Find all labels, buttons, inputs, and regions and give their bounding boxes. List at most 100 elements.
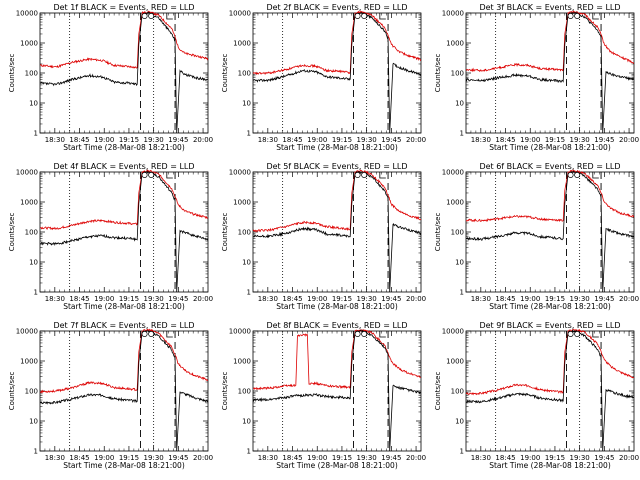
panel-6: Det 6f BLACK = Events, RED = LLD 1 10 100 10… (434, 162, 639, 311)
x-tick-label: 20:00 (193, 454, 213, 462)
x-tick-label: 20:00 (406, 454, 426, 462)
y-axis-label: Counts/sec (221, 213, 229, 252)
x-tick-label: 19:00 (307, 295, 327, 303)
x-tick-label: 20:00 (193, 295, 213, 303)
y-tick-label: 1000 (233, 40, 251, 48)
lld-series-line (466, 328, 634, 396)
x-tick-label: 18:45 (495, 295, 515, 303)
events-series-line (466, 11, 634, 133)
lld-series-line (40, 328, 208, 394)
panel-title: Det 3f BLACK = Events, RED = LLD (479, 3, 620, 12)
y-tick-label: 1 (247, 448, 251, 456)
y-tick-label: 1000 (446, 199, 464, 207)
x-tick-label: 19:45 (168, 295, 188, 303)
panel-4: Det 4f BLACK = Events, RED = LLD 1 10 100 10… (8, 162, 213, 311)
y-tick-label: 100 (238, 229, 251, 237)
x-axis-label: Start Time (28-Mar-08 18:21:00) (276, 143, 398, 152)
y-tick-label: 100 (238, 70, 251, 78)
x-tick-label: 19:45 (381, 454, 401, 462)
y-axis-label: Counts/sec (8, 213, 16, 252)
y-tick-label: 1000 (233, 358, 251, 366)
y-tick-label: 1 (247, 130, 251, 138)
y-tick-label: 1000 (446, 40, 464, 48)
x-axis-label: Start Time (28-Mar-08 18:21:00) (63, 461, 185, 470)
panel-title: Det 5f BLACK = Events, RED = LLD (266, 162, 407, 171)
x-axis-label: Start Time (28-Mar-08 18:21:00) (276, 461, 398, 470)
x-tick-label: 19:30 (357, 136, 377, 144)
x-tick-label: 18:45 (282, 295, 302, 303)
top-circle-marker (567, 172, 574, 178)
x-tick-label: 19:45 (594, 295, 614, 303)
x-tick-label: 20:00 (406, 136, 426, 144)
y-tick-label: 100 (25, 70, 38, 78)
y-tick-label: 10000 (229, 10, 251, 18)
x-tick-label: 19:15 (332, 454, 352, 462)
x-tick-label: 18:30 (258, 136, 278, 144)
x-tick-label: 18:30 (471, 136, 491, 144)
y-tick-label: 10000 (16, 169, 38, 177)
top-bracket-marker (592, 13, 599, 20)
top-circle-marker (574, 172, 581, 178)
series-group (40, 169, 208, 292)
x-axis-label: Start Time (28-Mar-08 18:21:00) (63, 143, 185, 152)
x-tick-label: 19:15 (119, 136, 139, 144)
y-tick-label: 10 (29, 100, 38, 108)
x-axis-label: Start Time (28-Mar-08 18:21:00) (489, 143, 611, 152)
series-group (253, 169, 421, 292)
panel-9: Det 9f BLACK = Events, RED = LLD 1 10 100 10… (434, 321, 639, 470)
x-tick-label: 18:45 (69, 295, 89, 303)
top-circle-marker (354, 331, 361, 337)
y-tick-label: 100 (451, 388, 464, 396)
panel-title: Det 1f BLACK = Events, RED = LLD (53, 3, 194, 12)
x-tick-label: 19:30 (570, 295, 590, 303)
lld-series-line (253, 169, 421, 233)
series-group (466, 169, 634, 292)
lld-series-line (466, 10, 634, 73)
top-circle-marker (148, 331, 155, 337)
series-group (253, 10, 421, 133)
y-axis-label: Counts/sec (434, 213, 442, 252)
top-circle-marker (148, 13, 155, 19)
y-tick-label: 1 (34, 289, 38, 297)
top-circle-marker (354, 172, 361, 178)
panel-title: Det 8f BLACK = Events, RED = LLD (266, 321, 407, 330)
top-circle-marker (361, 331, 368, 337)
x-tick-label: 19:30 (357, 454, 377, 462)
top-circle-marker (361, 172, 368, 178)
x-tick-label: 19:15 (545, 295, 565, 303)
x-tick-label: 19:30 (144, 454, 164, 462)
top-bracket-marker (379, 172, 386, 179)
x-tick-label: 19:30 (144, 295, 164, 303)
panel-2: Det 2f BLACK = Events, RED = LLD 1 10 100 10… (221, 3, 426, 152)
y-tick-label: 1 (34, 130, 38, 138)
y-tick-label: 1 (34, 448, 38, 456)
plot-frame (39, 330, 209, 452)
top-circle-marker (567, 331, 574, 337)
x-tick-label: 19:00 (307, 454, 327, 462)
y-tick-label: 10000 (229, 169, 251, 177)
x-tick-label: 19:15 (119, 295, 139, 303)
series-group (466, 328, 634, 451)
y-tick-label: 10 (242, 100, 251, 108)
y-tick-label: 100 (451, 229, 464, 237)
y-tick-label: 10000 (442, 328, 464, 336)
top-bracket-marker (592, 172, 599, 179)
x-tick-label: 20:00 (193, 136, 213, 144)
x-tick-label: 19:45 (594, 136, 614, 144)
x-tick-label: 18:30 (258, 454, 278, 462)
y-axis-label: Counts/sec (8, 372, 16, 411)
x-tick-label: 18:45 (495, 136, 515, 144)
y-tick-label: 10 (242, 418, 251, 426)
plot-frame (252, 330, 422, 452)
top-circle-marker (361, 13, 368, 19)
y-tick-label: 10000 (16, 328, 38, 336)
series-group (253, 329, 421, 451)
top-bracket-marker (379, 13, 386, 20)
events-series-line (253, 170, 421, 292)
y-tick-label: 100 (25, 388, 38, 396)
y-tick-label: 1000 (20, 358, 38, 366)
x-tick-label: 19:00 (520, 295, 540, 303)
top-circle-marker (141, 172, 148, 178)
panel-title: Det 7f BLACK = Events, RED = LLD (53, 321, 194, 330)
